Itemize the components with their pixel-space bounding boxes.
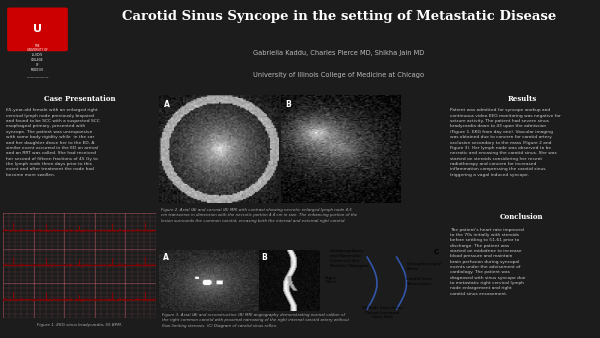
Text: A: A xyxy=(164,100,170,109)
Text: The patient's heart rate improved
to the 70s initially with steroids
before sett: The patient's heart rate improved to the… xyxy=(450,227,526,296)
Text: THE
UNIVERSITY OF
ILLINOIS
COLLEGE
OF
MEDICINE: THE UNIVERSITY OF ILLINOIS COLLEGE OF ME… xyxy=(27,44,48,72)
Text: Gabriella Kaddu, Charles Pierce MD, Shikha Jain MD: Gabriella Kaddu, Charles Pierce MD, Shik… xyxy=(253,50,425,56)
Text: Patient was admitted for syncope workup and
continuous video EEG monitoring was : Patient was admitted for syncope workup … xyxy=(450,108,561,177)
Text: Cardioregulatory
and Vasomotor
Centers in the
Medulla Oblongata: Cardioregulatory and Vasomotor Centers i… xyxy=(330,249,369,267)
Text: Case Presentation: Case Presentation xyxy=(44,95,115,103)
Text: Conclusion: Conclusion xyxy=(500,213,544,221)
Text: Carotid Sinus
Baroreceptor: Carotid Sinus Baroreceptor xyxy=(407,277,433,286)
FancyBboxPatch shape xyxy=(7,7,68,51)
Text: C: C xyxy=(433,249,439,255)
Text: Figure 1. EKG sinus bradycardia, 55 BPM.: Figure 1. EKG sinus bradycardia, 55 BPM. xyxy=(37,323,122,327)
Text: B: B xyxy=(262,253,268,262)
Text: 65-year-old female with an enlarged right
cervical lymph node previously biopsie: 65-year-old female with an enlarged righ… xyxy=(6,108,100,177)
Text: Results: Results xyxy=(508,95,536,103)
Text: Vagus
Nerve: Vagus Nerve xyxy=(325,275,337,285)
Text: U: U xyxy=(33,24,42,34)
Text: Figure 3. Axial (A) and reconstructive (B) MRI angiography demonstrating normal : Figure 3. Axial (A) and reconstructive (… xyxy=(162,313,349,328)
Text: SA Node Stimulation
Causes Increased
Heart Rate: SA Node Stimulation Causes Increased Hea… xyxy=(362,306,402,319)
Text: University of Illinois College of Medicine at Chicago: University of Illinois College of Medici… xyxy=(253,72,425,78)
Text: Carotid Sinus Syncope in the setting of Metastatic Disease: Carotid Sinus Syncope in the setting of … xyxy=(122,10,556,23)
Text: Figure 2. Axial (A) and coronal (B) MRI with contrast showing necrotic enlarged : Figure 2. Axial (A) and coronal (B) MRI … xyxy=(161,208,357,223)
Text: A: A xyxy=(163,253,169,262)
Text: B: B xyxy=(286,100,292,109)
Text: Glossopharyngeal
Nerve: Glossopharyngeal Nerve xyxy=(407,262,442,271)
